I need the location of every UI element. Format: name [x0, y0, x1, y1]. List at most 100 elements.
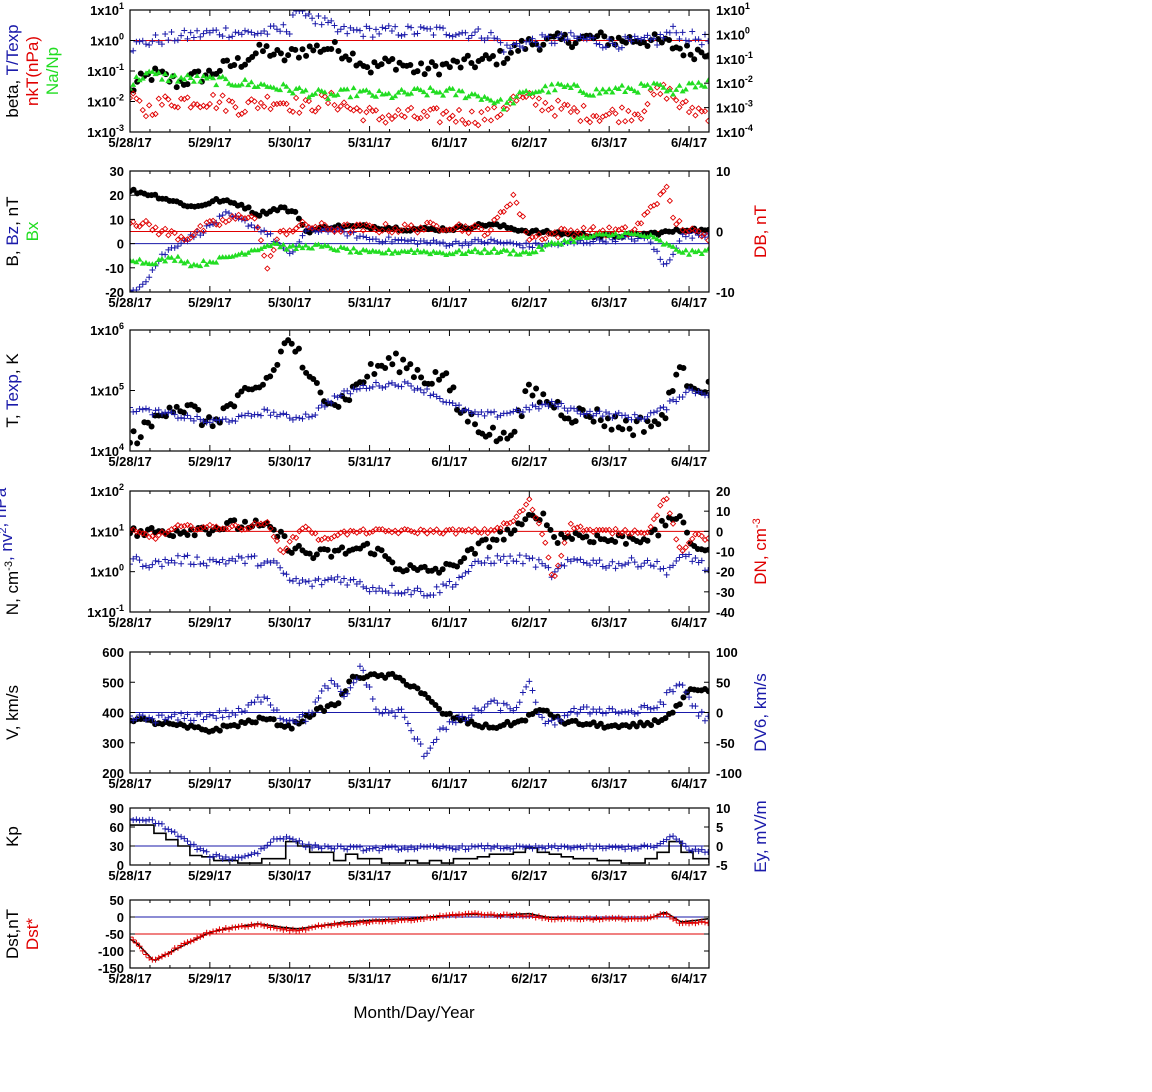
data-point	[486, 544, 493, 551]
tick-label: 0	[117, 237, 124, 252]
data-point	[494, 413, 501, 420]
data-point	[254, 694, 261, 701]
data-point	[523, 683, 530, 690]
data-point	[465, 526, 472, 533]
data-point	[679, 249, 686, 255]
data-point	[226, 419, 233, 426]
data-point	[705, 246, 709, 252]
data-point	[432, 63, 439, 70]
data-point	[682, 98, 689, 105]
data-point	[257, 412, 264, 419]
tick-label: 1x10-3	[716, 99, 753, 116]
data-point	[618, 44, 625, 51]
data-point	[542, 235, 549, 242]
data-point	[222, 25, 229, 32]
data-point	[567, 29, 574, 36]
data-point	[213, 928, 220, 935]
data-point	[487, 117, 495, 124]
data-point	[658, 517, 665, 524]
data-point	[590, 719, 597, 726]
data-point	[468, 562, 475, 569]
y-axis-label: Kp	[3, 826, 22, 847]
data-point	[436, 240, 443, 247]
data-point	[500, 246, 507, 252]
data-point	[497, 435, 504, 442]
data-point	[347, 684, 354, 691]
data-point	[644, 843, 651, 850]
x-tick-label: 5/29/17	[188, 868, 231, 883]
tick-label: 50	[110, 893, 124, 908]
data-point	[254, 224, 261, 231]
data-point	[369, 696, 376, 703]
data-point	[270, 51, 277, 58]
data-point	[229, 33, 236, 40]
data-point	[347, 105, 354, 112]
data-point	[631, 88, 638, 94]
data-point	[213, 104, 220, 112]
data-point	[263, 43, 270, 50]
data-point	[286, 927, 293, 934]
data-point	[484, 529, 491, 537]
tick-label: 100	[716, 645, 738, 660]
data-point	[210, 75, 217, 81]
data-point	[587, 562, 594, 569]
data-point	[628, 236, 635, 243]
x-tick-label: 6/4/17	[671, 868, 707, 883]
data-point	[235, 923, 242, 930]
data-point	[601, 423, 608, 430]
data-point	[162, 225, 169, 232]
data-point	[242, 27, 249, 34]
data-point	[366, 89, 373, 95]
data-point	[481, 412, 488, 419]
data-point	[162, 409, 169, 416]
data-point	[200, 73, 207, 79]
data-point	[596, 408, 603, 415]
data-point	[657, 90, 664, 98]
data-point	[574, 557, 581, 564]
data-point	[130, 817, 137, 824]
data-point	[548, 398, 555, 405]
data-point	[644, 413, 651, 420]
data-point	[197, 560, 204, 567]
data-point	[491, 844, 498, 851]
data-point	[472, 29, 479, 36]
data-point	[148, 525, 155, 532]
tick-label: 1x104	[90, 442, 124, 459]
data-point	[545, 89, 552, 95]
data-point	[309, 15, 316, 22]
data-point	[130, 555, 137, 562]
data-point	[535, 913, 542, 920]
data-point	[178, 560, 185, 567]
data-point	[296, 580, 303, 587]
data-point	[376, 88, 383, 94]
data-point	[701, 230, 709, 237]
x-tick-label: 5/30/17	[268, 776, 311, 791]
data-point	[457, 64, 464, 71]
data-point	[146, 533, 153, 541]
data-point	[468, 410, 475, 417]
data-point	[184, 258, 191, 264]
data-point	[535, 405, 542, 412]
data-point	[295, 345, 302, 352]
data-point	[662, 522, 669, 529]
data-point	[540, 41, 547, 48]
data-point	[459, 573, 466, 580]
data-point	[698, 532, 705, 540]
data-point	[427, 251, 434, 257]
data-point	[225, 217, 233, 224]
data-point	[165, 410, 172, 417]
data-point	[133, 715, 140, 722]
data-point	[676, 701, 683, 708]
tick-label: 1x105	[90, 382, 124, 399]
data-point	[526, 250, 533, 256]
data-point	[695, 531, 702, 538]
data-point	[680, 519, 687, 526]
panel-beta: 5/28/17 5/29/17 5/30/17 5/31/17 6/1/17 6/2/17…	[3, 1, 753, 150]
data-point	[277, 411, 284, 418]
data-point	[503, 410, 510, 417]
data-point	[392, 112, 399, 120]
data-point	[622, 118, 629, 125]
data-point	[392, 225, 399, 232]
data-point	[449, 241, 456, 248]
data-point	[305, 841, 312, 848]
